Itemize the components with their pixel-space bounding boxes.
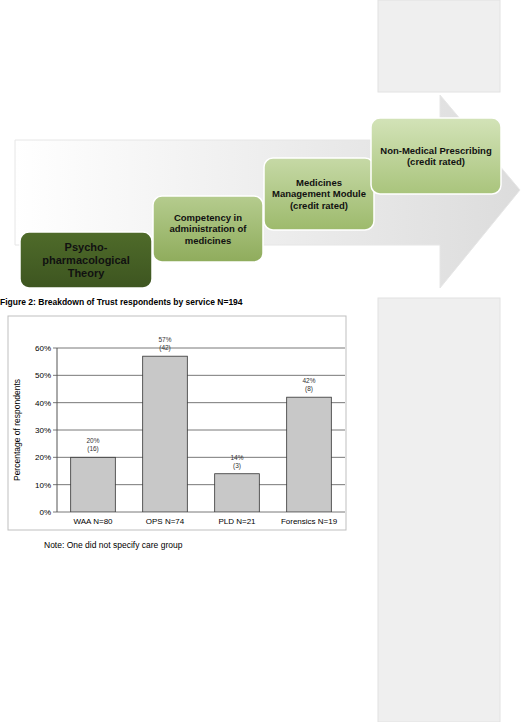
step-label: Non-Medical Prescribing bbox=[380, 145, 492, 156]
tick-label: 30% bbox=[35, 426, 51, 435]
step-label: pharmacological bbox=[42, 254, 129, 266]
tick-label: 40% bbox=[35, 399, 51, 408]
category-label: PLD N=21 bbox=[218, 517, 256, 526]
tick-mark bbox=[53, 348, 57, 349]
bar bbox=[215, 474, 260, 512]
tick-mark bbox=[53, 457, 57, 458]
step-label: Medicines bbox=[296, 177, 342, 188]
tick-label: 50% bbox=[35, 371, 51, 380]
figure-caption: Figure 2: Breakdown of Trust respondents… bbox=[0, 297, 243, 307]
page: Psycho-pharmacologicalTheory Competency i… bbox=[0, 0, 525, 722]
note: Note: One did not specify care group bbox=[44, 540, 183, 550]
tick-label: 60% bbox=[35, 344, 51, 353]
step-label: Competency in bbox=[174, 212, 242, 223]
tick-mark bbox=[53, 512, 57, 513]
step-label: Theory bbox=[68, 267, 106, 279]
count-label: (8) bbox=[305, 385, 313, 393]
tick-mark bbox=[53, 430, 57, 431]
step-label: medicines bbox=[185, 235, 231, 246]
tick-label: 20% bbox=[35, 453, 51, 462]
category-label: WAA N=80 bbox=[73, 517, 113, 526]
count-label: (42) bbox=[159, 344, 171, 352]
data-label: 14% bbox=[230, 454, 243, 461]
bars bbox=[71, 356, 332, 512]
step-box bbox=[153, 196, 263, 262]
step-box bbox=[20, 232, 152, 288]
tick-mark bbox=[53, 484, 57, 485]
step-label: administration of bbox=[169, 223, 247, 234]
bar bbox=[143, 356, 188, 512]
count-label: (16) bbox=[87, 445, 99, 453]
tick-mark bbox=[53, 402, 57, 403]
sidebar-box bbox=[378, 298, 500, 722]
step-box bbox=[264, 158, 374, 230]
category-label: Forensics N=19 bbox=[281, 517, 338, 526]
grid-line bbox=[57, 375, 345, 376]
step-label: (credit rated) bbox=[290, 200, 348, 211]
tick-label: 0% bbox=[39, 508, 51, 517]
category-label: OPS N=74 bbox=[146, 517, 185, 526]
chart-frame bbox=[8, 316, 346, 530]
tick-label: 10% bbox=[35, 481, 51, 490]
data-label: 20% bbox=[86, 437, 99, 444]
y-axis-label: Percentage of respondents bbox=[12, 379, 22, 481]
tick-mark bbox=[53, 375, 57, 376]
y-axis bbox=[57, 348, 58, 512]
grid-line bbox=[57, 348, 345, 349]
bar bbox=[71, 457, 116, 512]
step-label: Psycho- bbox=[65, 241, 108, 253]
step-label: Management Module bbox=[272, 188, 366, 199]
sidebar-box bbox=[378, 0, 500, 92]
process-arrow bbox=[15, 95, 520, 288]
count-label: (3) bbox=[233, 462, 241, 470]
data-label: 42% bbox=[302, 377, 315, 384]
step-label: (credit rated) bbox=[407, 156, 465, 167]
step-box bbox=[371, 118, 501, 194]
data-label: 57% bbox=[158, 336, 171, 343]
bar bbox=[287, 397, 332, 512]
